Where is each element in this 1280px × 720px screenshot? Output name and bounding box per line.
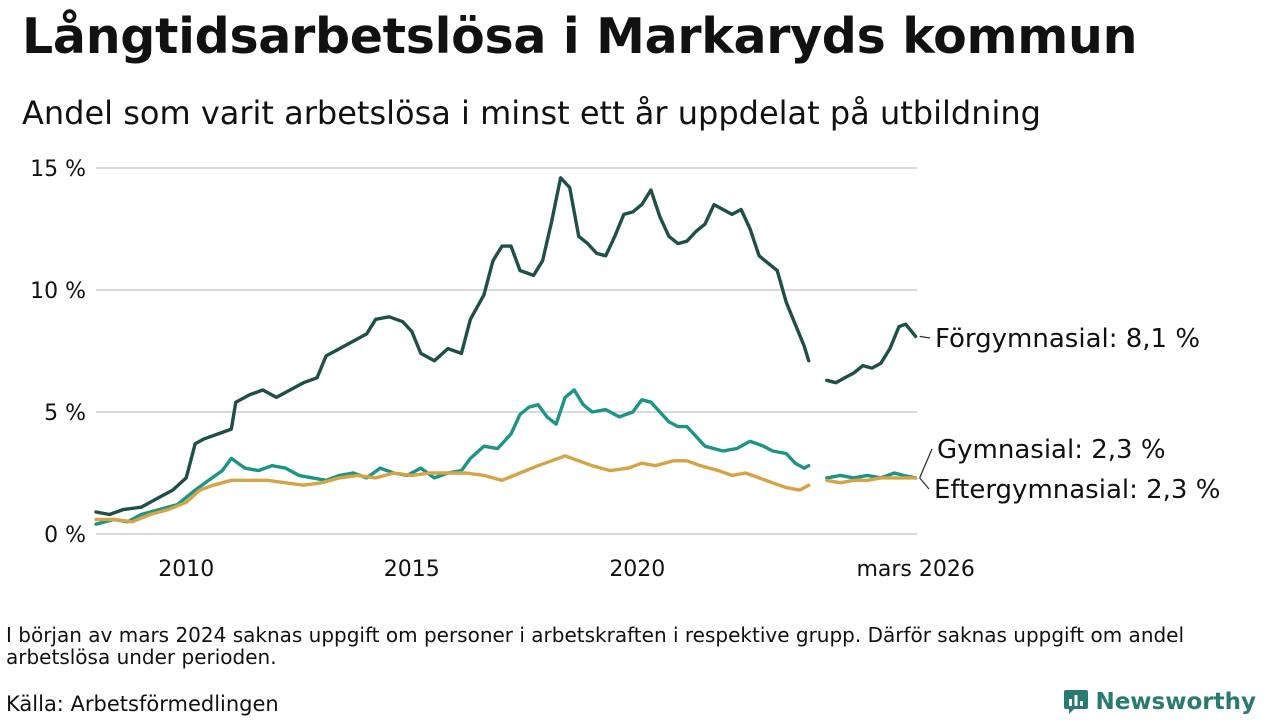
series-line-gymnasial <box>94 388 918 526</box>
x-tick-label: 2015 <box>384 557 440 582</box>
series-line-eftergymnasial <box>94 454 918 524</box>
leader-line <box>919 335 931 339</box>
leader-line <box>919 477 930 490</box>
gridlines <box>96 167 917 535</box>
leader-line <box>919 448 933 479</box>
brand-name: Newsworthy <box>1095 689 1256 715</box>
chart-subtitle: Andel som varit arbetslösa i minst ett å… <box>22 94 1041 132</box>
newsworthy-logo: Newsworthy <box>1063 686 1256 718</box>
end-label-gymnasial: Gymnasial: 2,3 % <box>937 435 1166 465</box>
x-tick-label: 2010 <box>158 557 214 582</box>
newsworthy-chart-icon <box>1064 690 1089 714</box>
y-tick-label: 10 % <box>30 279 86 304</box>
footnote: I början av mars 2024 saknas uppgift om … <box>6 623 1185 669</box>
series-end-labels: Förgymnasial: 8,1 % Gymnasial: 2,3 % Efter… <box>919 324 1220 505</box>
y-tick-label: 5 % <box>44 401 86 426</box>
y-tick-label: 0 % <box>44 523 86 548</box>
y-tick-label: 15 % <box>30 157 86 182</box>
end-label-förgymnasial: Förgymnasial: 8,1 % <box>935 324 1200 354</box>
axis-ticks: 0 % 5 % 10 % 15 % 2010 2015 2020 mars 2026 <box>30 157 975 582</box>
end-label-eftergymnasial: Eftergymnasial: 2,3 % <box>934 475 1220 505</box>
series-lines <box>94 176 918 526</box>
source-credit: Källa: Arbetsförmedlingen <box>6 692 279 716</box>
x-tick-label: 2020 <box>609 557 665 582</box>
x-tick-label: mars 2026 <box>856 557 974 582</box>
chart-title: Långtidsarbetslösa i Markaryds kommun <box>22 8 1138 65</box>
series-line-förgymnasial <box>94 176 918 517</box>
